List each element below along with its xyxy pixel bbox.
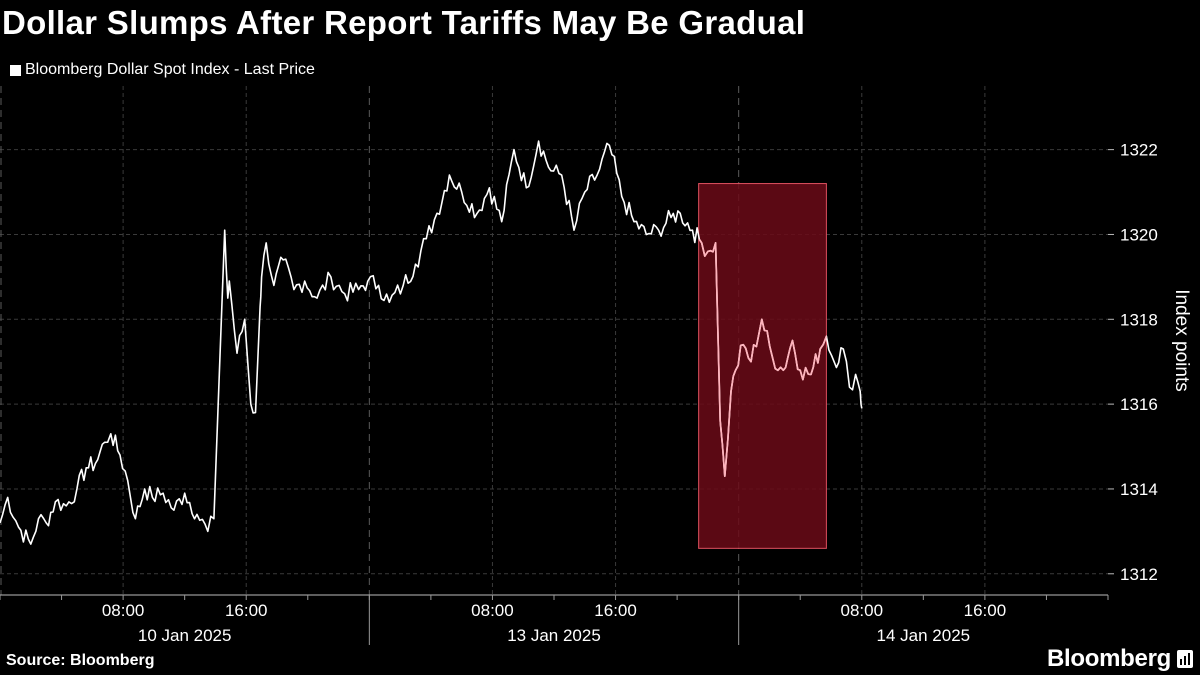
highlight-region bbox=[698, 183, 827, 549]
bloomberg-logo: Bloomberg bbox=[1047, 645, 1193, 673]
x-tick-label: 16:00 bbox=[964, 601, 1007, 620]
y-tick-label: 1316 bbox=[1120, 395, 1158, 414]
y-tick-label: 1318 bbox=[1120, 310, 1158, 329]
x-tick-label: 08:00 bbox=[471, 601, 514, 620]
x-tick-label: 08:00 bbox=[841, 601, 884, 620]
x-tick-label: 16:00 bbox=[225, 601, 268, 620]
y-axis-label: Index points bbox=[1171, 289, 1192, 391]
x-tick-label: 08:00 bbox=[102, 601, 145, 620]
series-line-highlighted bbox=[698, 239, 828, 478]
y-tick-label: 1320 bbox=[1120, 225, 1158, 244]
x-day-label: 13 Jan 2025 bbox=[507, 626, 601, 645]
y-tick-label: 1314 bbox=[1120, 480, 1158, 499]
x-tick-label: 16:00 bbox=[594, 601, 637, 620]
bloomberg-icon bbox=[1176, 650, 1193, 668]
source-note: Source: Bloomberg bbox=[6, 652, 155, 669]
y-tick-label: 1322 bbox=[1120, 141, 1158, 160]
chart-title: Dollar Slumps After Report Tariffs May B… bbox=[2, 4, 806, 41]
x-day-label: 10 Jan 2025 bbox=[138, 626, 232, 645]
brand-text: Bloomberg bbox=[1047, 645, 1171, 672]
x-day-label: 14 Jan 2025 bbox=[877, 626, 971, 645]
legend-label: Bloomberg Dollar Spot Index - Last Price bbox=[25, 61, 315, 78]
legend: Bloomberg Dollar Spot Index - Last Price bbox=[10, 61, 315, 79]
y-tick-label: 1312 bbox=[1120, 565, 1158, 584]
legend-swatch bbox=[10, 64, 21, 76]
